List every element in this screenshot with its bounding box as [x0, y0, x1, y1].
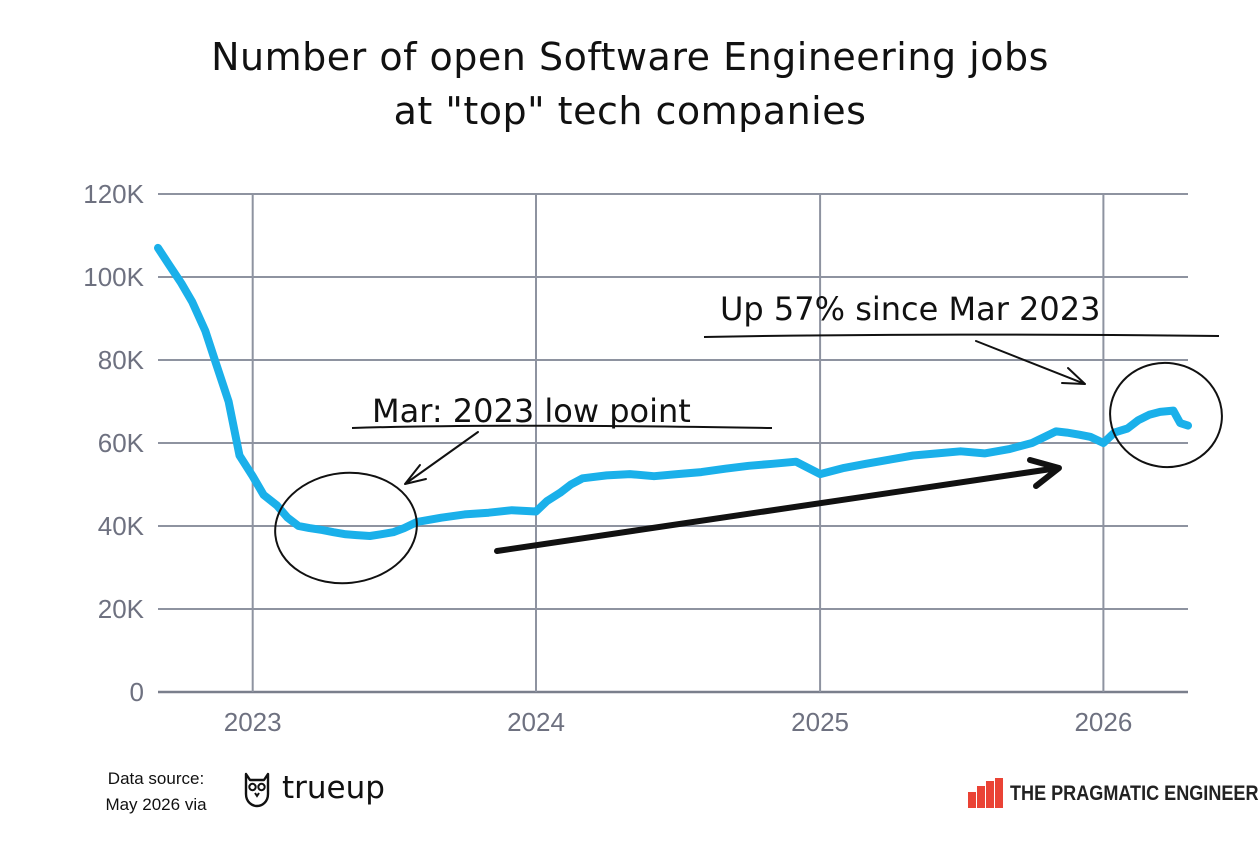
annotation-growth-underline [703, 333, 1220, 338]
x-tick-label: 2023 [224, 707, 282, 737]
data-source-note: Data source: May 2026 via [86, 766, 226, 818]
trend-arrow [494, 465, 1061, 554]
x-tick-label: 2026 [1074, 707, 1132, 737]
annotation-growth-arrow [975, 340, 1086, 385]
trend-arrow-head [1027, 457, 1062, 489]
series [154, 243, 1192, 540]
axis-ticks: 0 20K 40K 60K 80K 100K 120K 2023 2024 2025 2026 [83, 179, 1132, 737]
annotation-low-point-label: Mar: 2023 low point [372, 392, 691, 430]
annotation-growth: Up 57% since Mar 2023 [494, 290, 1223, 554]
trueup-logo-text: trueup [282, 770, 385, 806]
y-tick-label: 40K [98, 511, 145, 541]
y-tick-label: 60K [98, 428, 145, 458]
annotation-growth-label: Up 57% since Mar 2023 [720, 290, 1100, 328]
brand-name: THE PRAGMATIC ENGINEER [1010, 782, 1259, 805]
bar-chart-logo-icon [968, 778, 1003, 808]
y-tick-label: 100K [83, 262, 144, 292]
y-tick-label: 120K [83, 179, 144, 209]
chart-title-line-2: at "top" tech companies [393, 89, 867, 133]
annotation-low-point-underline [351, 424, 773, 429]
y-tick-label: 80K [98, 345, 145, 375]
data-source-line-2: May 2026 via [105, 795, 207, 814]
series-line [154, 243, 1192, 540]
data-source-line-1: Data source: [107, 769, 205, 788]
owl-icon [244, 772, 270, 808]
y-tick-label: 20K [98, 594, 145, 624]
chart-title: Number of open Software Engineering jobs… [0, 30, 1260, 138]
annotation-growth-circle [1109, 361, 1223, 469]
x-tick-label: 2025 [791, 707, 849, 737]
x-tick-label: 2024 [507, 707, 565, 737]
y-tick-label: 0 [130, 677, 144, 707]
annotation-low-point-arrow [404, 431, 479, 485]
annotation-low-point: Mar: 2023 low point [274, 392, 773, 585]
chart-title-line-1: Number of open Software Engineering jobs [211, 35, 1049, 79]
annotation-low-point-circle [274, 471, 418, 585]
